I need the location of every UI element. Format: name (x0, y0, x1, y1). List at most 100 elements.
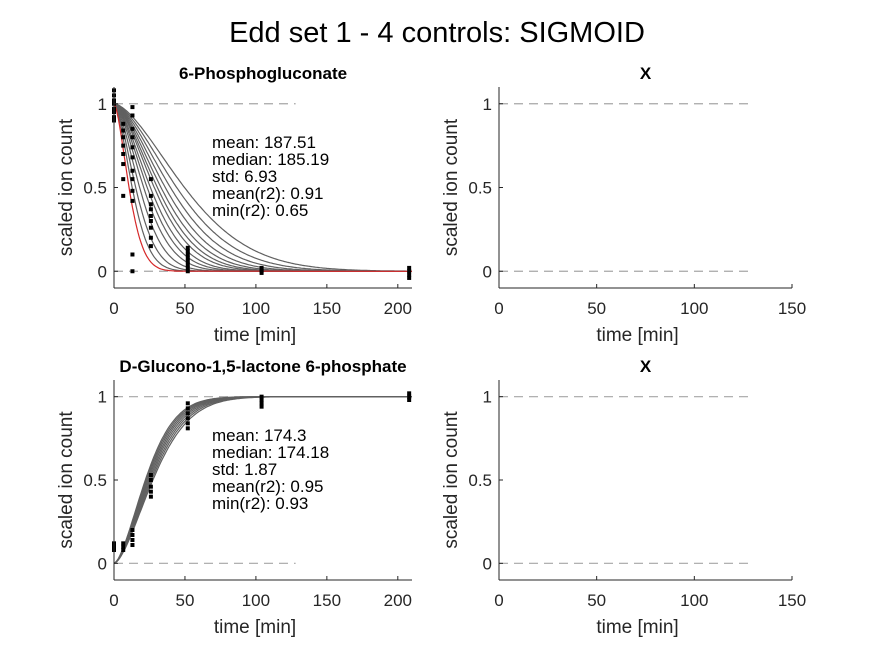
x-tick-label: 0 (109, 591, 118, 610)
stats-line: mean: 187.51 (212, 133, 316, 152)
y-tick-label: 0 (483, 554, 492, 573)
stats-line: min(r2): 0.65 (212, 201, 308, 220)
data-point (130, 145, 135, 150)
x-tick-label: 150 (778, 591, 806, 610)
subplot-title: X (640, 357, 652, 376)
y-tick-label: 1 (98, 388, 107, 407)
x-tick-label: 50 (587, 591, 606, 610)
data-point (148, 489, 153, 494)
data-point (148, 235, 153, 240)
data-point (185, 252, 190, 257)
data-point (130, 538, 135, 542)
subplot-4: X 0 50 100 150 0 0.5 1 time [min] scaled ion coun… (441, 357, 806, 638)
data-point (259, 394, 264, 399)
data-point (121, 162, 126, 167)
subplot-2: X 0 50 100 150 0 0.5 1 time [min] scaled ion coun… (441, 64, 806, 346)
data-point (185, 426, 190, 431)
data-point (148, 484, 153, 489)
data-point (259, 404, 264, 409)
y-axis-label: scaled ion count (56, 118, 77, 256)
data-point (148, 177, 153, 182)
data-point (185, 262, 190, 267)
stats-line: std: 1.87 (212, 460, 277, 479)
y-tick-label: 0.5 (468, 471, 492, 490)
data-point (121, 548, 126, 552)
x-tick-label: 100 (242, 591, 270, 610)
x-axis-label: time [min] (596, 325, 678, 346)
x-axis-label: time [min] (214, 325, 296, 346)
data-point (121, 544, 126, 549)
data-point (130, 155, 135, 160)
data-point (130, 135, 135, 140)
data-point (185, 249, 190, 254)
y-tick-label: 1 (98, 95, 107, 114)
figure-title: Edd set 1 - 4 controls: SIGMOID (229, 17, 645, 49)
data-point (130, 105, 135, 110)
x-tick-label: 50 (587, 299, 606, 318)
y-tick-label: 1 (483, 95, 492, 114)
subplot-3: D-Glucono-1,5-lactone 6-phosphate 0 50 100 1… (56, 357, 412, 638)
data-point (130, 177, 135, 182)
data-point (121, 541, 126, 546)
data-point (130, 113, 135, 118)
data-point (148, 494, 153, 499)
x-tick-label: 100 (680, 299, 708, 318)
data-point (130, 533, 135, 537)
y-axis-label: scaled ion count (56, 411, 77, 549)
data-point (121, 177, 126, 182)
y-tick-label: 0.5 (83, 179, 107, 198)
y-axis-label: scaled ion count (441, 118, 462, 256)
stats-line: mean(r2): 0.95 (212, 477, 324, 496)
data-point (148, 473, 153, 477)
data-point (121, 135, 126, 140)
data-point (185, 421, 190, 426)
data-point (130, 269, 135, 274)
y-tick-label: 0.5 (83, 471, 107, 490)
data-point (148, 202, 153, 207)
subplot-title: X (640, 64, 652, 83)
data-point (121, 121, 126, 126)
data-point (185, 401, 190, 406)
data-point (259, 401, 264, 406)
data-point (185, 269, 190, 274)
data-point (148, 225, 153, 230)
x-tick-label: 100 (680, 591, 708, 610)
stats-line: std: 6.93 (212, 167, 277, 186)
x-tick-label: 50 (175, 591, 194, 610)
data-point (130, 168, 135, 173)
data-point (185, 245, 190, 250)
y-tick-label: 0 (483, 262, 492, 281)
data-point (185, 255, 190, 260)
x-tick-label: 0 (109, 299, 118, 318)
stats-line: mean(r2): 0.91 (212, 184, 324, 203)
y-tick-label: 0 (98, 554, 107, 573)
x-tick-label: 150 (778, 299, 806, 318)
data-point (407, 265, 412, 270)
data-point (148, 219, 153, 223)
data-point (407, 275, 412, 280)
data-point (407, 398, 412, 402)
data-point (185, 265, 190, 270)
data-point (121, 128, 126, 133)
x-axis-label: time [min] (214, 617, 296, 638)
data-point (259, 398, 264, 402)
subplot-1: 6-Phosphogluconate 0 50 100 150 200 0 0.5 1 time … (56, 64, 412, 346)
stats-line: mean: 174.3 (212, 426, 307, 445)
x-tick-label: 50 (175, 299, 194, 318)
data-point (407, 394, 412, 399)
data-point (407, 272, 412, 277)
x-axis-label: time [min] (596, 617, 678, 638)
stats-line: median: 174.18 (212, 443, 329, 462)
data-point (185, 416, 190, 421)
data-point (148, 478, 153, 482)
data-point (121, 152, 126, 156)
y-tick-label: 1 (483, 388, 492, 407)
x-tick-label: 200 (384, 591, 412, 610)
data-point (407, 269, 412, 274)
y-axis-label: scaled ion count (441, 411, 462, 549)
data-point (148, 213, 153, 218)
stats-line: median: 185.19 (212, 150, 329, 169)
x-tick-label: 0 (494, 591, 503, 610)
x-tick-label: 150 (313, 299, 341, 318)
